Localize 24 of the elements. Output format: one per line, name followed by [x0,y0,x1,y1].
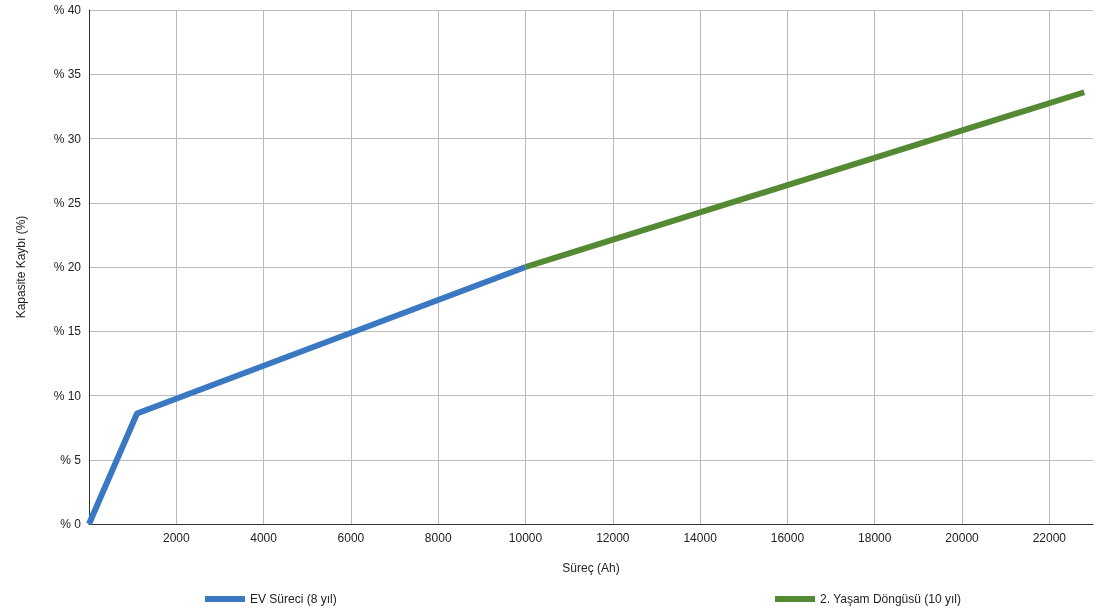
y-tick-label: % 0 [60,517,82,531]
y-tick-label: % 15 [53,324,82,339]
x-tick-label: 22000 [1032,531,1067,545]
x-tick-label: 16000 [770,531,805,545]
x-axis-title: Süreç (Ah) [562,561,620,575]
y-tick-label: % 25 [53,195,82,210]
y-tick-label: % 5 [60,452,82,467]
y-tick-label: % 40 [53,3,82,17]
x-tick-label: 12000 [596,531,630,545]
y-tick-label: % 30 [53,131,82,146]
y-tick-label: % 10 [53,388,82,403]
legend-label: 2. Yaşam Döngüsü (10 yıl) [820,592,961,606]
x-tick-label: 2000 [162,531,190,545]
x-tick-label: 14000 [683,531,718,545]
legend-label: EV Süreci (8 yıl) [250,592,337,606]
x-tick-label: 20000 [945,531,980,545]
y-axis-title: Kapasite Kaybı (%) [14,215,28,319]
x-tick-label: 8000 [424,531,452,545]
x-tick-label: 10000 [508,531,543,545]
y-tick-label: % 35 [53,67,82,82]
x-tick-label: 18000 [858,531,892,545]
x-tick-label: 6000 [337,531,365,545]
y-tick-label: % 20 [53,260,82,274]
x-tick-label: 4000 [250,531,278,545]
